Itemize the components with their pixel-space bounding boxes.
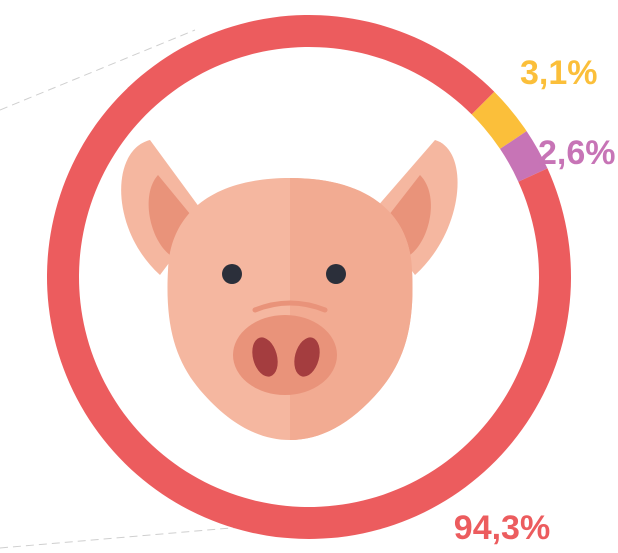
value-label: 94,3% xyxy=(454,509,550,547)
donut xyxy=(46,14,572,539)
value-label: 2,6% xyxy=(538,134,616,172)
pig-icon xyxy=(121,140,458,440)
donut-segment xyxy=(471,91,527,149)
donut-segment xyxy=(500,131,548,182)
value-label: 3,1% xyxy=(520,54,598,92)
